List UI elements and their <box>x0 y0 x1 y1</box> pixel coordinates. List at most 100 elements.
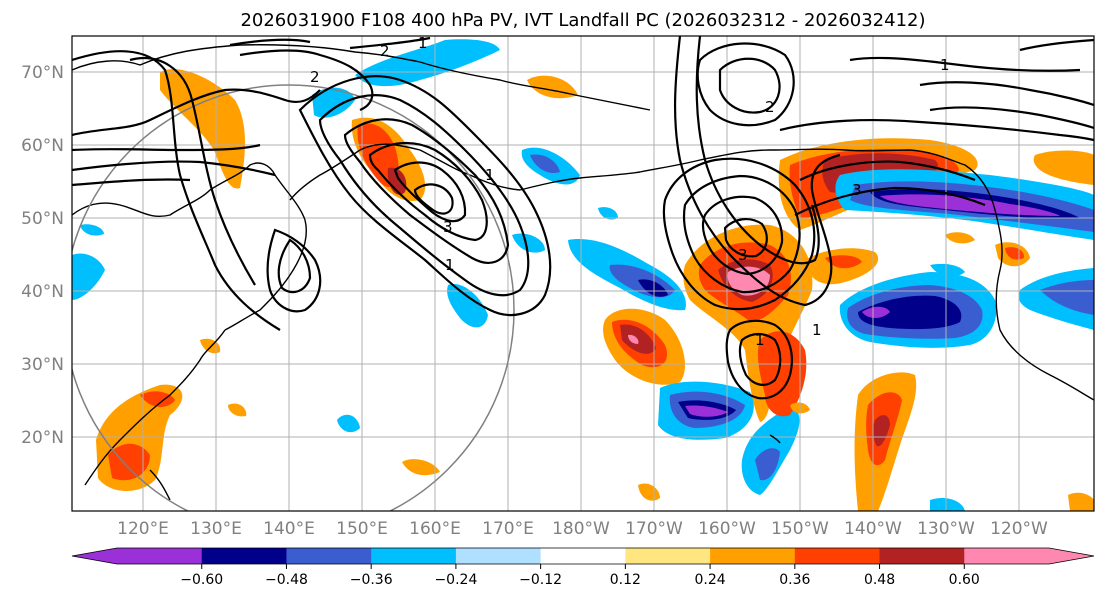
colorbar-outline <box>71 547 1095 565</box>
colorbar-ticks: −0.60 −0.48 −0.36 −0.24 −0.12 0.12 0.24 0.36 0.4… <box>180 564 980 588</box>
pv-contour <box>738 332 782 386</box>
negative-anomaly <box>337 414 360 433</box>
contour-label: 1 <box>812 321 822 339</box>
colorbar-swatch <box>455 548 542 564</box>
range-ring <box>72 84 515 511</box>
longitude-labels: 120°E 130°E 140°E 150°E 160°E 170°E 180°… <box>117 519 1048 539</box>
positive-anomaly <box>1033 150 1094 185</box>
pv-contour <box>229 38 311 47</box>
lon-label: 120°E <box>117 519 169 539</box>
lon-label: 170°W <box>625 519 683 539</box>
colorbar-swatch <box>540 548 626 564</box>
negative-anomaly <box>638 279 668 297</box>
pv-contour <box>1019 38 1094 52</box>
pv-contour <box>239 49 374 112</box>
pv-contour <box>72 50 281 331</box>
lat-label: 40°N <box>21 282 64 302</box>
negative-anomaly <box>1040 280 1094 315</box>
pv-contour <box>368 141 488 242</box>
colorbar-swatch <box>117 548 203 564</box>
negative-anomaly <box>930 263 965 277</box>
negative-anomaly <box>685 405 728 417</box>
colorbar-tick-label: −0.48 <box>265 572 308 588</box>
contour-label: 3 <box>443 218 453 236</box>
lon-label: 150°E <box>336 519 388 539</box>
contour-label: 1 <box>485 166 495 184</box>
lon-label: 180°W <box>552 519 610 539</box>
positive-anomaly <box>872 415 890 447</box>
pv-contour <box>673 36 841 307</box>
pv-contour <box>718 57 781 114</box>
negative-anomaly <box>930 498 965 511</box>
colorbar <box>71 547 1095 565</box>
lon-label: 130°W <box>917 519 975 539</box>
figure-title: 2026031900 F108 400 hPa PV, IVT Landfall… <box>240 10 925 31</box>
colorbar-extend-min <box>72 548 117 564</box>
pv-contour <box>662 157 816 311</box>
pv-contour <box>298 75 552 317</box>
negative-anomaly <box>72 253 105 300</box>
lon-label: 140°W <box>844 519 902 539</box>
contour-label: 3 <box>852 181 862 199</box>
lat-label: 20°N <box>21 428 64 448</box>
positive-anomaly <box>628 334 639 344</box>
colorbar-tick-label: 0.36 <box>779 572 810 588</box>
positive-anomaly <box>140 391 175 407</box>
pv-contour <box>701 195 784 276</box>
colorbar-swatch <box>964 548 1050 564</box>
pv-contour <box>682 174 801 294</box>
lon-label: 160°E <box>409 519 461 539</box>
colorbar-swatch <box>625 548 711 564</box>
pv-contour <box>266 228 322 313</box>
negative-anomaly <box>862 306 890 318</box>
negative-anomaly <box>80 224 104 236</box>
positive-anomaly <box>945 232 975 244</box>
japan-coast <box>224 219 307 331</box>
colorbar-tick-label: 0.24 <box>695 572 726 588</box>
pv-contour <box>72 143 261 152</box>
negative-anomaly <box>355 39 500 87</box>
contour-label: 2 <box>310 68 320 86</box>
pv-contour <box>919 81 1094 107</box>
lon-label: 170°E <box>482 519 534 539</box>
positive-anomaly <box>228 403 247 417</box>
positive-anomaly <box>402 459 440 476</box>
pv-contour <box>343 118 510 264</box>
pv-contour <box>72 160 276 177</box>
lon-label: 140°E <box>263 519 315 539</box>
pv-contour <box>929 106 1094 130</box>
positive-anomaly <box>620 324 656 354</box>
lat-label: 30°N <box>21 355 64 375</box>
pv-contour <box>277 238 312 294</box>
pv-contour <box>72 88 321 137</box>
colorbar-tick-label: 0.12 <box>610 572 641 588</box>
colorbar-tick-label: 0.48 <box>864 572 895 588</box>
negative-anomaly <box>447 284 488 328</box>
kamchatka-coast <box>289 143 471 201</box>
contour-label: 1 <box>418 34 428 52</box>
lat-label: 50°N <box>21 209 64 229</box>
lat-label: 60°N <box>21 136 64 156</box>
colorbar-swatch <box>286 548 372 564</box>
negative-anomaly <box>858 295 962 330</box>
contour-label: 3 <box>738 246 748 264</box>
contour-label: 1 <box>445 256 455 274</box>
pv-contour <box>349 36 431 50</box>
contour-label: 2 <box>765 98 775 116</box>
pv-contour <box>696 42 795 127</box>
pv-contour <box>413 183 454 215</box>
contour-label: 1 <box>940 56 950 74</box>
positive-anomaly <box>1068 492 1094 511</box>
pv-contour <box>849 56 1081 72</box>
contour-label: 2 <box>380 42 390 60</box>
lon-label: 150°W <box>771 519 829 539</box>
colorbar-tick-label: −0.12 <box>519 572 562 588</box>
pv-contour <box>695 36 820 265</box>
positive-anomaly <box>108 443 150 481</box>
pv-contour <box>72 178 191 187</box>
hawaii-coast <box>769 434 781 444</box>
pv-contour <box>794 186 986 216</box>
lon-label: 160°W <box>698 519 756 539</box>
map-frame <box>71 35 1095 512</box>
latitude-labels: 70°N 60°N 50°N 40°N 30°N 20°N <box>21 63 64 448</box>
